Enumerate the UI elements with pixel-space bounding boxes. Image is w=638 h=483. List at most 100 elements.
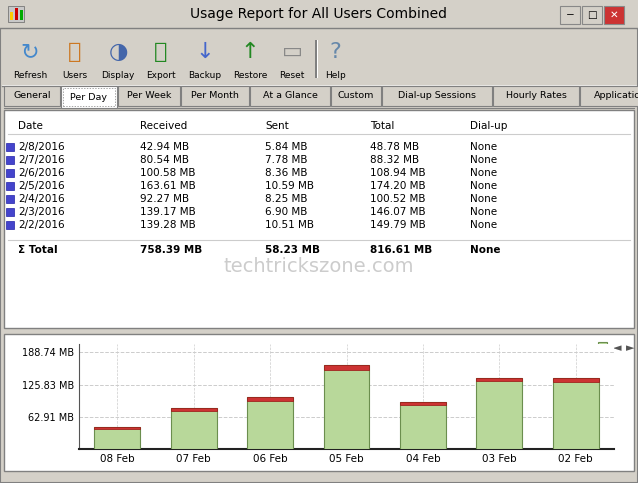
Text: Dial-up: Dial-up [470,121,507,131]
Bar [63,88,115,106]
Bar [553,378,598,382]
Text: None: None [470,168,497,178]
Text: ►: ► [626,343,634,353]
Text: Received: Received [140,121,187,131]
Text: 42.94 MB: 42.94 MB [140,142,189,152]
Text: 2/4/2016: 2/4/2016 [18,194,64,204]
Text: 149.79 MB: 149.79 MB [370,220,426,230]
Text: techtrickszone.com: techtrickszone.com [224,257,414,276]
Bar [400,402,446,405]
Text: Users: Users [63,71,87,81]
Bar [6,143,14,151]
Text: Applications: Applications [594,91,638,100]
Text: 163.61 MB: 163.61 MB [140,181,196,191]
Bar [6,208,14,216]
Text: □: □ [587,10,597,20]
Text: ?: ? [329,42,341,62]
Text: ↓: ↓ [196,42,214,62]
Bar [315,40,317,78]
Bar [10,12,13,20]
Text: Refresh: Refresh [13,71,47,81]
Text: 139.28 MB: 139.28 MB [140,220,196,230]
Circle shape [147,40,175,68]
Text: Help: Help [325,71,345,81]
Text: 10.59 MB: 10.59 MB [265,181,314,191]
Text: General: General [13,91,51,100]
Text: 58.23 MB: 58.23 MB [265,245,320,255]
Text: 100.52 MB: 100.52 MB [370,194,426,204]
Bar [4,334,634,471]
Text: 5.84 MB: 5.84 MB [265,142,308,152]
Text: 💾: 💾 [154,42,168,62]
Text: None: None [470,194,497,204]
Text: Date: Date [18,121,43,131]
Text: 139.17 MB: 139.17 MB [140,207,196,217]
Bar [4,110,634,328]
Bar [0,0,638,28]
Circle shape [104,40,132,68]
Text: Sent: Sent [265,121,289,131]
Text: Backup: Backup [188,71,221,81]
Text: 2/8/2016: 2/8/2016 [18,142,64,152]
Bar [247,398,293,449]
Bar [118,86,180,106]
Text: Hourly Rates: Hourly Rates [505,91,567,100]
Bar [493,86,579,106]
Text: None: None [470,207,497,217]
Text: −: − [566,10,574,20]
Text: Per Week: Per Week [127,91,171,100]
Text: 2/6/2016: 2/6/2016 [18,168,64,178]
Bar [15,8,18,20]
Bar [171,408,216,449]
Text: None: None [470,155,497,165]
Text: Restore: Restore [233,71,267,81]
Circle shape [191,40,219,68]
Bar [560,6,580,24]
Text: 100.58 MB: 100.58 MB [140,168,195,178]
Bar [331,86,381,106]
Text: Dial-up Sessions: Dial-up Sessions [398,91,476,100]
Bar [323,365,369,369]
Text: Reset: Reset [279,71,305,81]
Text: 48.78 MB: 48.78 MB [370,142,419,152]
Text: 758.39 MB: 758.39 MB [140,245,202,255]
Text: 2/2/2016: 2/2/2016 [18,220,64,230]
Text: None: None [470,142,497,152]
Text: Total: Total [370,121,394,131]
Bar [181,86,249,106]
Text: ✕: ✕ [610,10,618,20]
Text: None: None [470,181,497,191]
Text: 146.07 MB: 146.07 MB [370,207,426,217]
Bar [382,86,492,106]
Bar [61,86,117,108]
Text: 👥: 👥 [68,42,82,62]
Bar [317,40,318,78]
Text: ▭: ▭ [281,42,302,62]
Text: 7.78 MB: 7.78 MB [265,155,308,165]
Circle shape [278,40,306,68]
Text: 8.36 MB: 8.36 MB [265,168,308,178]
Bar [6,221,14,229]
Bar [6,169,14,177]
Bar [598,353,607,362]
Text: Σ Total: Σ Total [18,245,57,255]
Bar [8,6,24,22]
Bar [6,195,14,203]
Text: Per Month: Per Month [191,91,239,100]
Bar [2,28,636,86]
Circle shape [236,40,264,68]
Text: 108.94 MB: 108.94 MB [370,168,426,178]
Text: ↻: ↻ [20,42,40,62]
Bar [582,6,602,24]
Circle shape [61,40,89,68]
Text: None: None [470,220,497,230]
Text: Per Day: Per Day [71,93,107,101]
Text: 174.20 MB: 174.20 MB [370,181,426,191]
Text: 88.32 MB: 88.32 MB [370,155,419,165]
Text: Export: Export [146,71,176,81]
Bar [604,6,624,24]
Bar [94,427,140,429]
Circle shape [16,40,44,68]
Bar [94,427,140,449]
Text: 80.54 MB: 80.54 MB [140,155,189,165]
